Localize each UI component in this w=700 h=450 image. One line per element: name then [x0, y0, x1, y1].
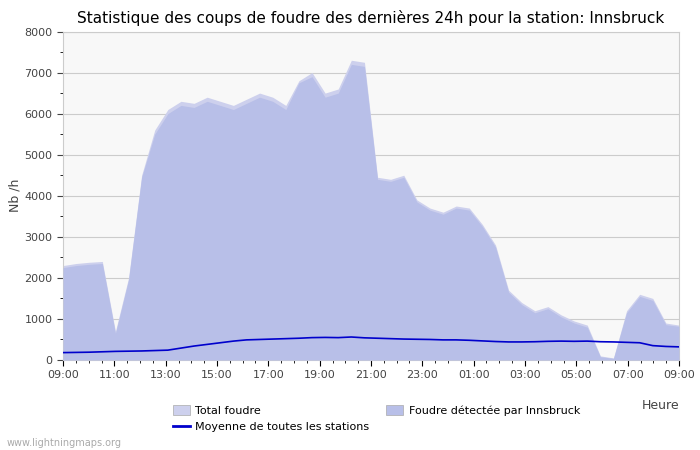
Title: Statistique des coups de foudre des dernières 24h pour la station: Innsbruck: Statistique des coups de foudre des dern…: [78, 10, 664, 26]
Text: Heure: Heure: [641, 400, 679, 412]
Legend: Total foudre, Moyenne de toutes les stations, Foudre détectée par Innsbruck: Total foudre, Moyenne de toutes les stat…: [174, 405, 580, 432]
Text: www.lightningmaps.org: www.lightningmaps.org: [7, 438, 122, 448]
Y-axis label: Nb /h: Nb /h: [8, 179, 22, 212]
